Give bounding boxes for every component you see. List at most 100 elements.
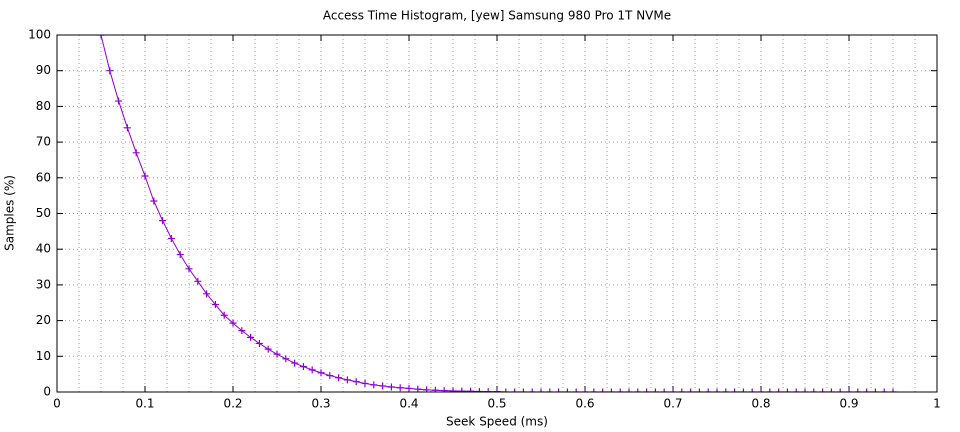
- point-marker: [528, 388, 536, 392]
- x-tick-label: 0.7: [663, 397, 682, 411]
- point-marker: [748, 388, 756, 392]
- point-marker: [819, 388, 827, 392]
- point-marker: [775, 388, 783, 392]
- point-marker: [431, 386, 439, 392]
- point-marker: [651, 388, 659, 392]
- point-marker: [396, 384, 404, 392]
- point-marker: [335, 374, 343, 382]
- point-marker: [502, 388, 510, 392]
- y-tick-label: 0: [43, 385, 51, 399]
- x-tick-label: 0.8: [751, 397, 770, 411]
- point-marker: [836, 388, 844, 392]
- point-marker: [643, 388, 651, 392]
- point-marker: [387, 383, 395, 391]
- y-tick-label: 30: [36, 277, 51, 291]
- point-marker: [722, 388, 730, 392]
- point-marker: [115, 97, 123, 105]
- point-marker: [757, 388, 765, 392]
- point-marker: [423, 386, 431, 392]
- point-marker: [167, 234, 175, 242]
- plot-frame: [56, 34, 938, 393]
- point-marker: [687, 388, 695, 392]
- y-axis-label: Samples (%): [3, 175, 17, 251]
- x-tick-label: 0.9: [839, 397, 858, 411]
- point-marker: [132, 149, 140, 157]
- y-tick-label: 60: [36, 170, 51, 184]
- point-marker: [326, 372, 334, 380]
- point-marker: [475, 387, 483, 392]
- point-marker: [291, 359, 299, 367]
- point-marker: [176, 251, 184, 259]
- point-marker: [247, 333, 255, 341]
- point-marker: [695, 388, 703, 392]
- point-marker: [854, 388, 862, 392]
- x-tick-label: 0.1: [135, 397, 154, 411]
- y-tick-label: 20: [36, 313, 51, 327]
- x-tick-label: 0.6: [575, 397, 594, 411]
- point-marker: [801, 388, 809, 392]
- point-marker: [203, 290, 211, 298]
- y-tick-label: 10: [36, 349, 51, 363]
- point-marker: [519, 388, 527, 392]
- point-marker: [880, 388, 888, 392]
- point-marker: [449, 387, 457, 392]
- x-tick-label: 0: [53, 397, 61, 411]
- point-marker: [379, 382, 387, 390]
- y-tick-label: 70: [36, 135, 51, 149]
- point-marker: [220, 311, 228, 319]
- point-marker: [106, 67, 114, 75]
- point-marker: [590, 388, 598, 392]
- point-marker: [599, 388, 607, 392]
- point-marker: [308, 366, 316, 374]
- point-marker: [669, 388, 677, 392]
- point-marker: [678, 388, 686, 392]
- point-marker: [616, 388, 624, 392]
- point-marker: [704, 388, 712, 392]
- point-marker: [317, 369, 325, 377]
- point-marker: [783, 388, 791, 392]
- point-marker: [766, 388, 774, 392]
- point-marker: [889, 388, 897, 392]
- point-marker: [827, 388, 835, 392]
- point-marker: [731, 388, 739, 392]
- x-tick-label: 0.5: [487, 397, 506, 411]
- y-tick-label: 100: [28, 28, 51, 42]
- y-tick-label: 90: [36, 63, 51, 77]
- point-marker: [467, 387, 475, 392]
- point-marker: [871, 388, 879, 392]
- point-marker: [211, 301, 219, 309]
- point-marker: [299, 363, 307, 371]
- point-marker: [414, 385, 422, 392]
- point-marker: [739, 388, 747, 392]
- x-tick-label: 0.3: [311, 397, 330, 411]
- point-marker: [555, 388, 563, 392]
- point-marker: [238, 327, 246, 335]
- point-marker: [343, 376, 351, 384]
- point-marker: [150, 197, 158, 205]
- point-marker: [863, 388, 871, 392]
- point-marker: [572, 388, 580, 392]
- point-marker: [713, 388, 721, 392]
- point-marker: [185, 265, 193, 273]
- point-marker: [546, 388, 554, 392]
- point-marker: [810, 388, 818, 392]
- point-marker: [563, 388, 571, 392]
- point-marker: [440, 387, 448, 392]
- point-marker: [581, 388, 589, 392]
- point-marker: [273, 350, 281, 358]
- y-tick-label: 80: [36, 99, 51, 113]
- point-marker: [282, 355, 290, 363]
- point-marker: [194, 277, 202, 285]
- x-tick-label: 0.4: [399, 397, 418, 411]
- point-marker: [141, 172, 149, 180]
- point-marker: [255, 339, 263, 347]
- point-marker: [264, 345, 272, 353]
- point-marker: [845, 388, 853, 392]
- point-marker: [352, 378, 360, 386]
- point-marker: [370, 381, 378, 389]
- point-marker: [511, 388, 519, 392]
- y-tick-label: 40: [36, 242, 51, 256]
- point-marker: [458, 387, 466, 392]
- x-tick-label: 1: [933, 397, 941, 411]
- x-axis-label: Seek Speed (ms): [446, 415, 548, 429]
